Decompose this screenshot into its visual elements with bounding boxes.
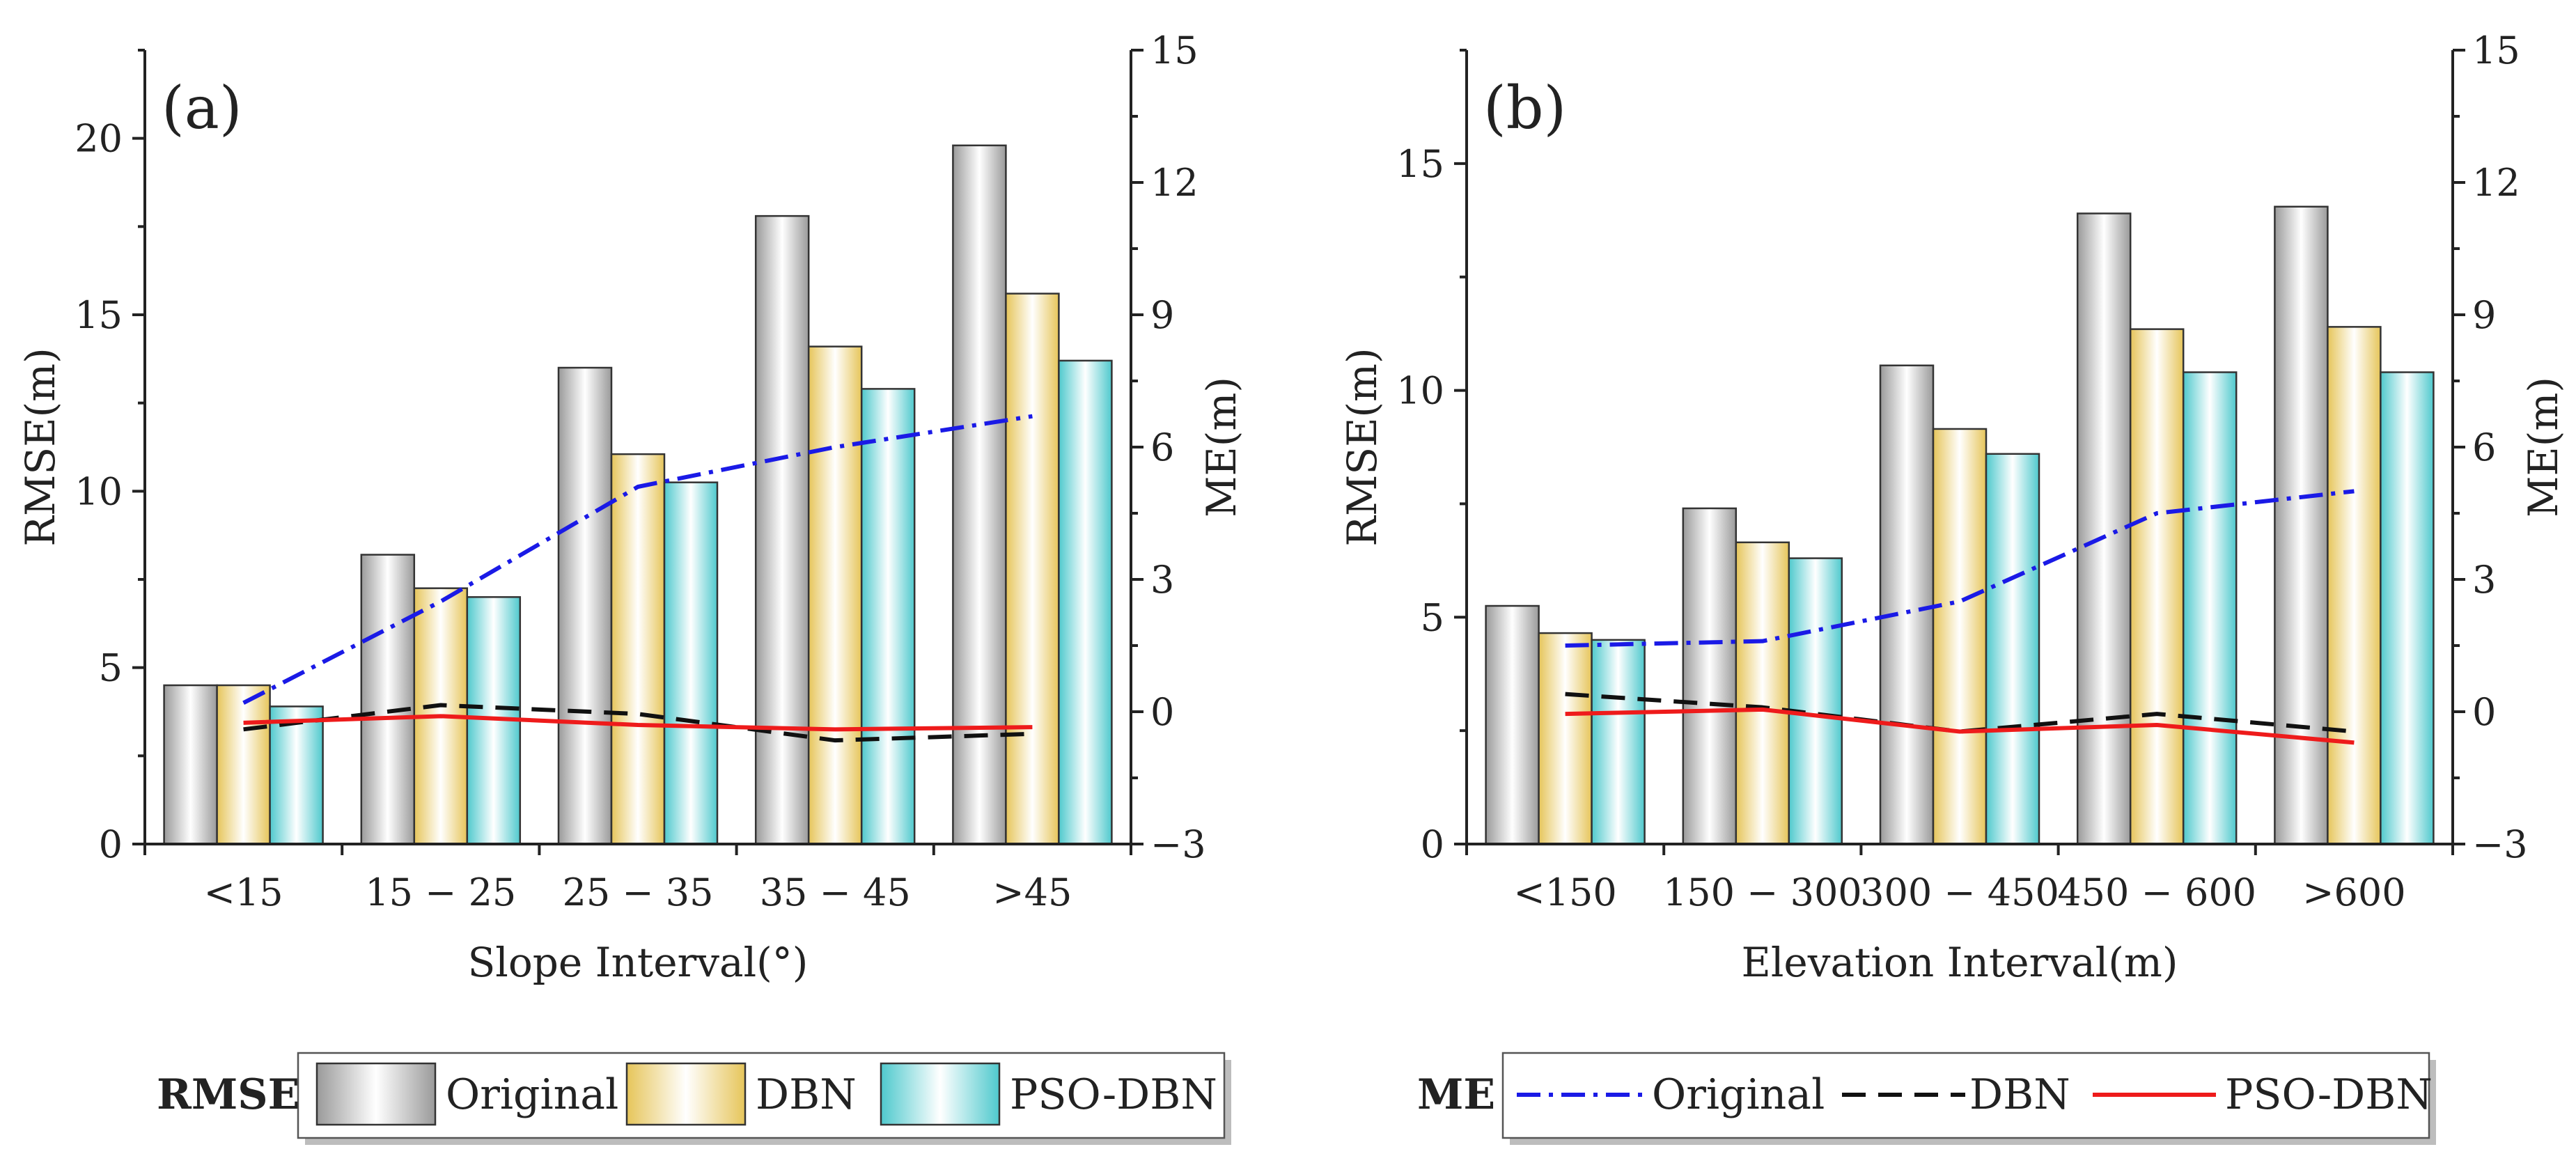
panel-a-y-tick-label: 0	[99, 822, 123, 866]
legend-me-title: ME	[1417, 1070, 1495, 1119]
panel-b-bar-original-4	[2274, 205, 2329, 845]
panel-b-y-tick-label: 15	[1396, 142, 1444, 186]
panel-a-y2-tick-label: 12	[1150, 161, 1199, 205]
panel-b-bar-dbn-1	[1735, 541, 1790, 845]
panel-a-line-dbn	[243, 703, 1033, 743]
panel-a-x-tick-label: <15	[204, 871, 283, 914]
panel-b-bar-dbn-3	[2129, 328, 2185, 845]
panel-b-y-tick-label: 5	[1421, 595, 1444, 639]
panel-b-y2-tick-label: 3	[2472, 558, 2496, 602]
legend-rmse-label-pso-dbn: PSO-DBN	[1010, 1070, 1217, 1119]
panel-a-bar-pso-dbn-0	[269, 705, 324, 845]
legend-rmse-label-dbn: DBN	[756, 1070, 857, 1119]
legend-me: ME Original DBN PSO-DBN	[1417, 1052, 2436, 1145]
legend-rmse-swatch-pso-dbn	[880, 1062, 1001, 1126]
panel-a-bar-dbn-4	[1005, 292, 1060, 845]
panel-a-line-original	[242, 414, 1033, 705]
panel-b-bar-original-1	[1682, 507, 1738, 845]
panel-a-y2-tick-label: 15	[1150, 29, 1199, 72]
panel-b-bar-dbn-2	[1932, 428, 1988, 845]
panel-a-y-tick-label: 10	[75, 469, 123, 513]
legend-rmse-swatch-dbn	[625, 1062, 747, 1126]
panel-a-bar-original-2	[557, 366, 613, 845]
panel-b-x-tick-label: 300 − 450	[1860, 871, 2059, 914]
panel-b-x-tick-label: <150	[1513, 871, 1616, 914]
panel-a-line-pso-dbn	[243, 714, 1033, 732]
panel-b-bar-original-2	[1879, 364, 1935, 845]
legend-rmse-label-original: Original	[446, 1070, 618, 1119]
legend-rmse-box	[297, 1052, 1226, 1139]
panel-b-bar-pso-dbn-0	[1591, 639, 1646, 845]
panel-a-y2-tick-label: 3	[1150, 558, 1174, 602]
panel-b-y2-axis-title: ME(m)	[2520, 377, 2567, 517]
legend-rmse-title: RMSE	[157, 1070, 299, 1119]
legend-me-box	[1501, 1052, 2430, 1139]
panel-b-y2-tick-label: 9	[2472, 293, 2496, 337]
panel-b-bar-pso-dbn-2	[1985, 453, 2040, 845]
panel-b-line-original	[1565, 489, 2355, 648]
panel-a-bar-dbn-2	[610, 453, 666, 845]
panel-b-y2-tick-label: 0	[2472, 690, 2496, 734]
panel-a-label: (a)	[162, 74, 242, 142]
panel-a-bar-original-0	[163, 684, 218, 845]
panel-b-y-axis-title: RMSE(m)	[1338, 348, 1386, 546]
panel-a-y2-tick-label: −3	[1150, 822, 1206, 866]
panel-b-bar-original-3	[2076, 212, 2132, 845]
panel-b-bar-original-0	[1485, 604, 1540, 845]
panel-a-bar-original-1	[360, 554, 416, 845]
panel-b-line-pso-dbn	[1565, 707, 2355, 745]
panel-b-bar-pso-dbn-3	[2182, 371, 2238, 845]
panel-a-y-tick-label: 5	[99, 646, 123, 690]
panel-b-y-tick-label: 10	[1396, 369, 1444, 413]
panel-a-bar-pso-dbn-4	[1058, 359, 1113, 845]
panel-b-y2-tick-label: 6	[2472, 426, 2496, 469]
legend-rmse-swatch-original	[315, 1062, 437, 1126]
panel-a-x-tick-label: 35 − 45	[760, 871, 911, 914]
panel-a-x-tick-label: >45	[992, 871, 1072, 914]
panel-a-chart: 0 5 10 15 20 −3 0 3 6 9 12 15 <15 15 − 25 25 − 35 35 − …	[17, 29, 1245, 986]
panel-a-x-axis-title: Slope Interval(°)	[468, 939, 809, 986]
panel-b-y2-tick-label: 15	[2472, 29, 2520, 72]
panel-b-x-tick-label: 450 − 600	[2057, 871, 2256, 914]
panel-b-x-axis-title: Elevation Interval(m)	[1742, 939, 2178, 986]
panel-b-line-dbn	[1565, 692, 2355, 734]
panel-a-bar-dbn-0	[216, 684, 271, 845]
panel-b-x-tick-label: >600	[2302, 871, 2405, 914]
panel-b-y-tick-label: 0	[1421, 822, 1444, 866]
panel-b-y2-tick-label: −3	[2472, 822, 2528, 866]
panel-a-x-tick-label: 25 − 35	[562, 871, 713, 914]
panel-a-y2-tick-label: 0	[1150, 690, 1174, 734]
panel-a-bar-original-4	[952, 144, 1007, 845]
legend-rmse: RMSE Original DBN PSO-DBN	[157, 1052, 1231, 1145]
panel-a-y2-tick-label: 6	[1150, 426, 1174, 469]
legend-me-label-pso-dbn: PSO-DBN	[2225, 1070, 2433, 1119]
panel-a-y-tick-label: 15	[75, 293, 123, 337]
panel-a-bar-original-3	[754, 214, 810, 845]
panel-a-bar-pso-dbn-2	[663, 481, 719, 845]
panel-b-y2-tick-label: 12	[2472, 161, 2520, 205]
panel-a-x-tick-label: 15 − 25	[365, 871, 516, 914]
legend-me-label-dbn: DBN	[1969, 1070, 2070, 1119]
panel-b-x-tick-label: 150 − 300	[1663, 871, 1862, 914]
panel-a-y-tick-label: 20	[75, 117, 123, 161]
panel-a-y-axis-title: RMSE(m)	[17, 348, 64, 546]
panel-a-y2-axis-title: ME(m)	[1198, 377, 1245, 517]
panel-b-bar-pso-dbn-1	[1788, 557, 1843, 845]
panel-a-y2-tick-label: 9	[1150, 293, 1174, 337]
panel-b-label: (b)	[1483, 74, 1566, 142]
legend-me-label-original: Original	[1652, 1070, 1825, 1119]
panel-b-bar-dbn-0	[1538, 632, 1593, 845]
panel-a-bar-pso-dbn-3	[860, 388, 916, 845]
panel-b-bar-dbn-4	[2327, 326, 2382, 845]
panel-a-bar-dbn-3	[807, 345, 863, 845]
panel-b-bar-pso-dbn-4	[2380, 371, 2435, 845]
